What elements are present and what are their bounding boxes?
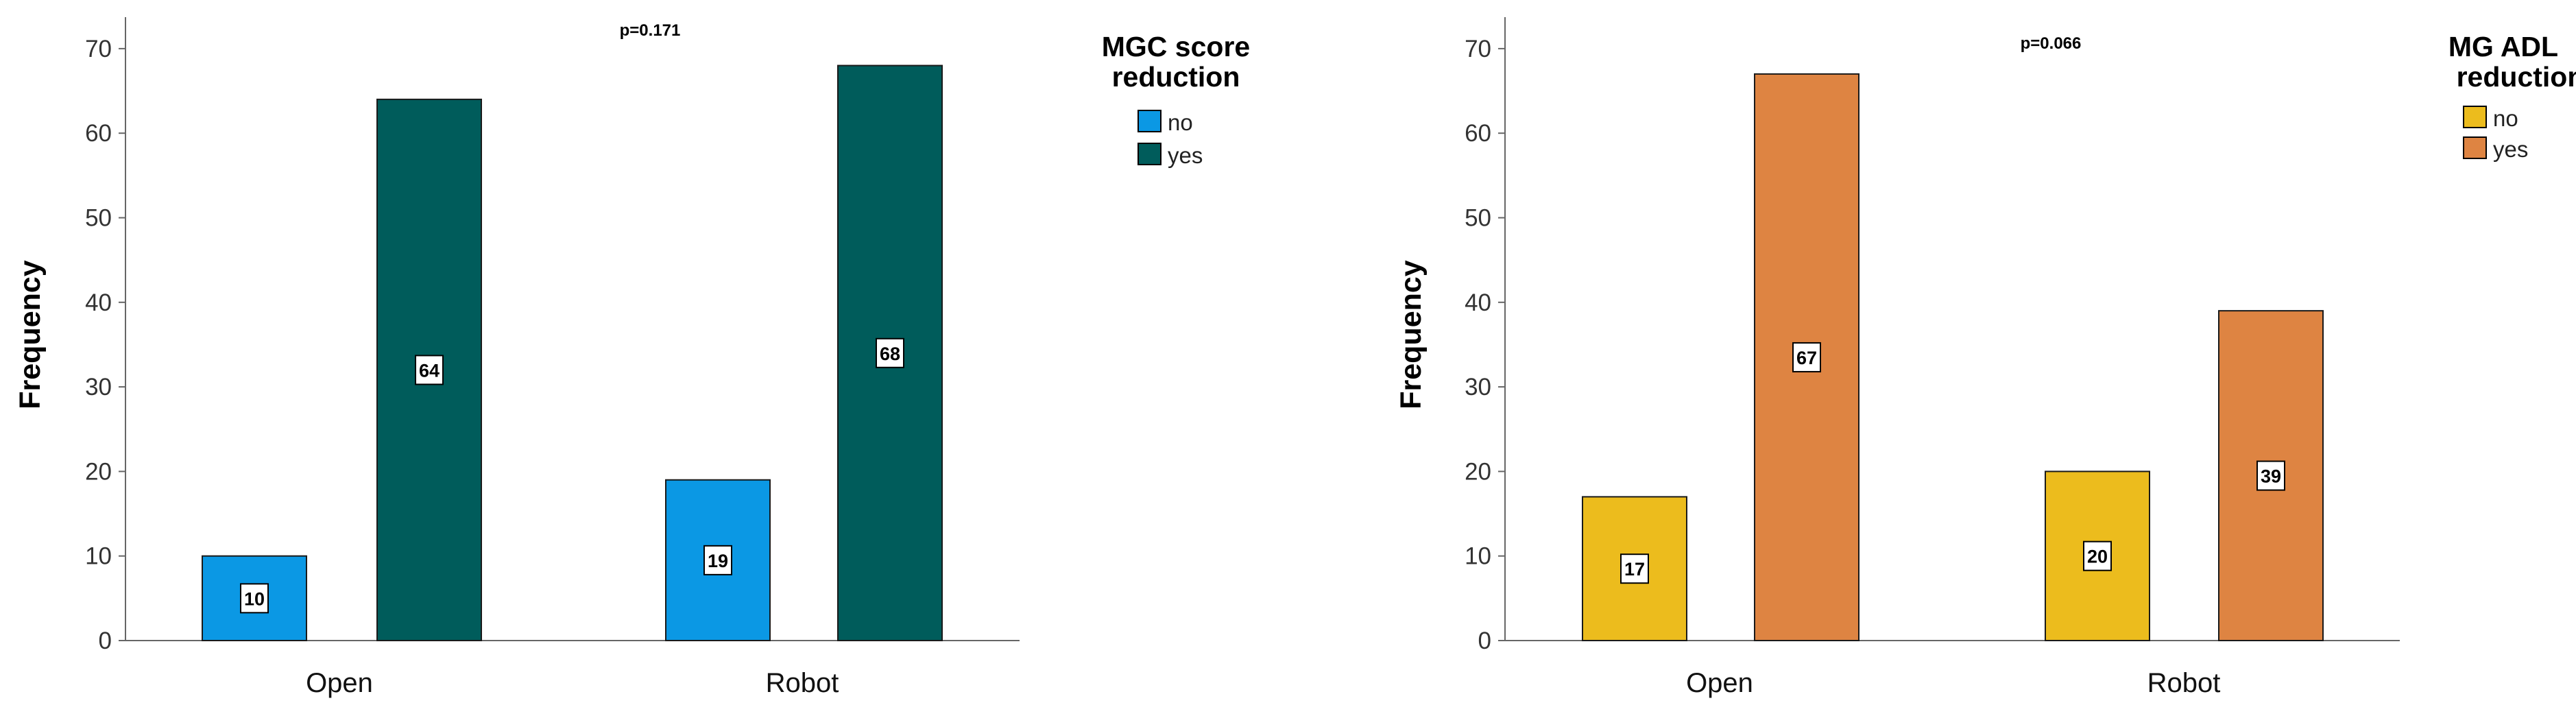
legend-title-line-2: reduction: [2457, 61, 2576, 93]
y-tick-label: 60: [1465, 120, 1491, 147]
legend-label-yes: yes: [2493, 136, 2528, 162]
p-value-annotation: p=0.171: [620, 21, 681, 40]
y-axis-label: Frequency: [14, 260, 47, 409]
legend: MG ADL reduction no yes: [2448, 31, 2576, 162]
x-category-label: Robot: [766, 668, 839, 698]
data-label: 39: [2261, 466, 2281, 487]
bars: 17 20 67 39: [1582, 73, 2324, 642]
y-tick-label: 0: [1478, 628, 1491, 654]
chart-mgc-score: Frequency p=0.171 0 10 20 30 40 50 60 70 10 19 64…: [14, 17, 1250, 698]
legend-title-line-1: MG ADL: [2448, 31, 2558, 62]
legend-label-yes: yes: [1168, 143, 1203, 168]
legend-title-line-1: MGC score: [1102, 31, 1250, 62]
data-label-box: [1620, 553, 1649, 584]
legend-label-no: no: [2493, 106, 2518, 131]
bars: 10 19 64 68: [202, 64, 943, 642]
y-tick-label: 30: [1465, 374, 1491, 401]
y-axis-ticks: 0 10 20 30 40 50 60 70: [85, 36, 125, 654]
legend-swatch-yes: [1137, 143, 1161, 165]
y-tick-label: 70: [85, 36, 112, 62]
y-tick-label: 40: [1465, 289, 1491, 316]
y-axis-ticks: 0 10 20 30 40 50 60 70: [1465, 36, 1505, 654]
legend: MGC score reduction no yes: [1102, 31, 1250, 168]
data-label: 19: [708, 551, 728, 571]
data-label: 20: [2087, 547, 2108, 567]
legend-swatch-no: [2463, 106, 2487, 128]
y-tick-label: 10: [1465, 543, 1491, 570]
legend-swatch-no: [1137, 110, 1161, 132]
data-label-box: [2256, 460, 2285, 491]
data-label-box: [876, 337, 904, 368]
data-label: 64: [419, 360, 440, 381]
x-category-label: Open: [1686, 668, 1753, 698]
x-category-label: Robot: [2147, 668, 2221, 698]
x-axis-categories: Open Robot: [1686, 668, 2220, 698]
x-axis-categories: Open Robot: [306, 668, 839, 698]
y-axis-label: Frequency: [1395, 260, 1428, 409]
y-tick-label: 10: [85, 543, 112, 570]
data-label-box: [1792, 342, 1821, 372]
data-label-box: [703, 545, 732, 575]
y-tick-label: 50: [1465, 205, 1491, 232]
y-tick-label: 20: [1465, 458, 1491, 485]
y-tick-label: 60: [85, 120, 112, 147]
legend-label-no: no: [1168, 110, 1193, 135]
data-label: 67: [1796, 348, 1817, 368]
legend-title-line-2: reduction: [1112, 61, 1240, 93]
y-tick-label: 50: [85, 205, 112, 232]
y-tick-label: 0: [99, 628, 112, 654]
p-value-annotation: p=0.066: [2021, 34, 2082, 53]
legend-swatch-yes: [2463, 136, 2487, 159]
y-tick-label: 70: [1465, 36, 1491, 62]
x-category-label: Open: [306, 668, 373, 698]
y-tick-label: 30: [85, 374, 112, 401]
y-tick-label: 40: [85, 289, 112, 316]
data-label-box: [2083, 540, 2112, 571]
data-label-box: [240, 583, 269, 614]
data-label: 17: [1624, 559, 1645, 580]
y-tick-label: 20: [85, 458, 112, 485]
data-label-box: [415, 355, 444, 385]
chart-mg-adl: Frequency p=0.066 0 10 20 30 40 50 60 70 17 20 67…: [1395, 17, 2576, 698]
data-label: 68: [880, 344, 900, 364]
data-label: 10: [244, 588, 265, 609]
